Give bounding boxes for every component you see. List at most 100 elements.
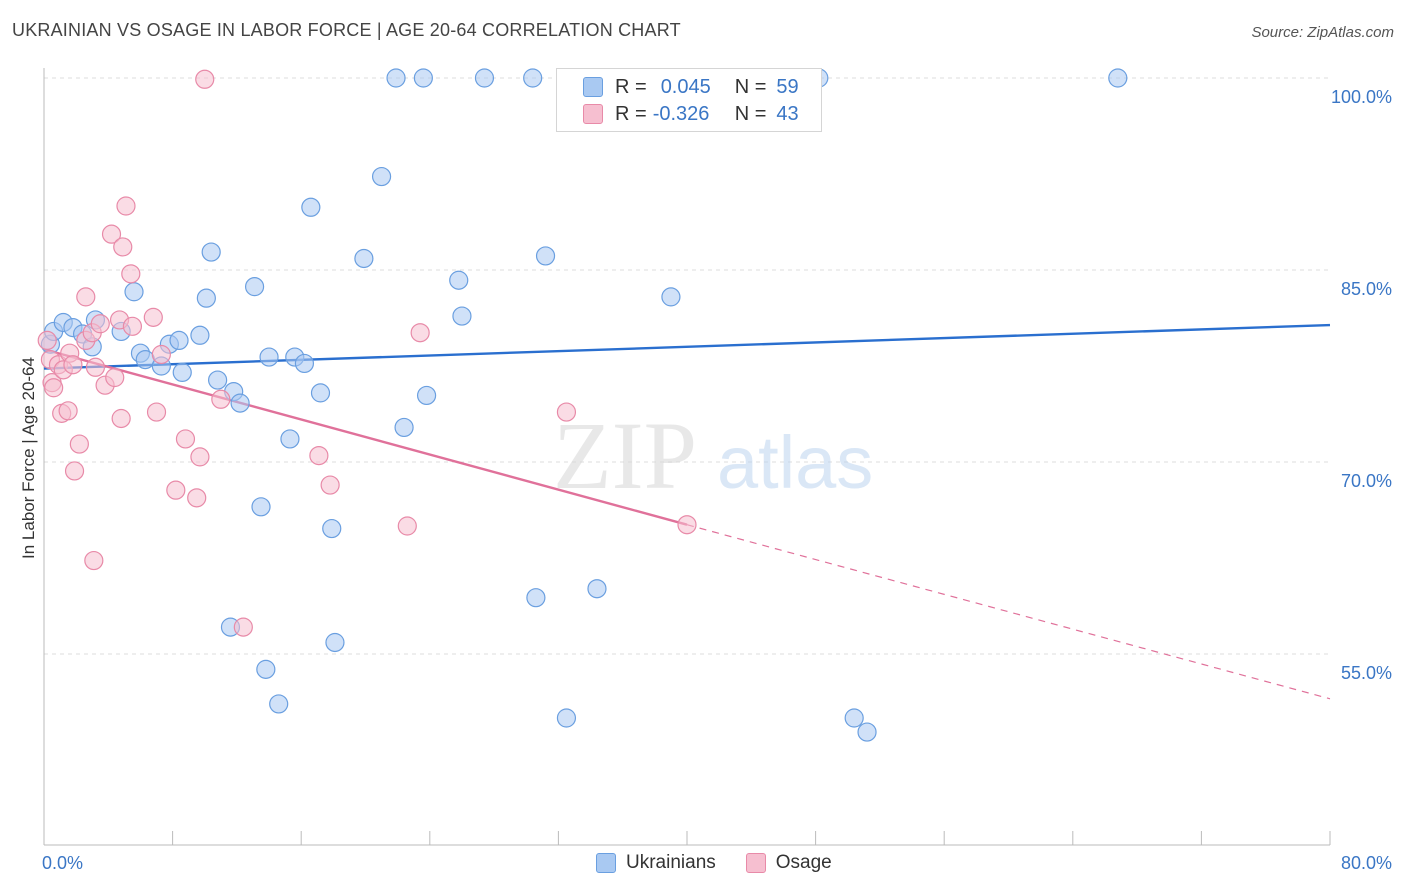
point-ukrainians: [449, 270, 469, 290]
point-ukrainians: [413, 68, 433, 88]
point-osage: [677, 515, 697, 535]
point-osage: [63, 355, 83, 375]
watermark: ZIP atlas: [553, 402, 873, 509]
legend-swatch-osage: [583, 104, 603, 124]
grid-layer: [44, 77, 1330, 655]
series-swatch-ukrainians: [596, 853, 616, 873]
point-ukrainians: [230, 393, 250, 413]
series-legend-osage[interactable]: Osage: [745, 852, 832, 874]
point-ukrainians: [294, 353, 315, 374]
point-ukrainians: [251, 497, 271, 517]
watermark-atlas: atlas: [717, 421, 873, 504]
legend-row-osage: R = -0.326 N = 43: [583, 101, 799, 127]
point-ukrainians: [301, 197, 321, 217]
y-tick-label: 85.0%: [1341, 279, 1392, 299]
point-ukrainians: [244, 277, 265, 297]
point-osage: [320, 475, 340, 495]
point-ukrainians: [526, 588, 546, 608]
point-ukrainians: [310, 383, 331, 403]
point-osage: [397, 516, 417, 536]
point-osage: [37, 330, 57, 350]
legend-r-label: R =: [615, 102, 647, 125]
legend-r-value: 0.045: [660, 75, 711, 98]
point-osage: [309, 446, 329, 466]
point-ukrainians: [452, 306, 472, 326]
point-osage: [44, 378, 64, 398]
point-ukrainians: [857, 722, 877, 742]
point-osage: [90, 314, 110, 334]
point-osage: [211, 389, 231, 409]
point-ukrainians: [172, 362, 192, 382]
point-ukrainians: [322, 518, 342, 539]
point-ukrainians: [371, 166, 392, 187]
point-ukrainians: [325, 632, 345, 653]
point-osage: [187, 488, 207, 508]
stats-legend: R = 0.045 N = 59 R = -0.326 N = 43: [556, 68, 822, 132]
point-osage: [105, 367, 125, 388]
point-ukrainians: [587, 579, 607, 599]
point-osage: [85, 357, 106, 377]
point-osage: [122, 316, 143, 336]
point-osage: [166, 480, 186, 500]
point-ukrainians: [416, 385, 437, 406]
point-ukrainians: [394, 417, 414, 438]
point-ukrainians: [256, 659, 276, 679]
legend-swatch-ukrainians: [583, 77, 603, 97]
point-ukrainians: [259, 347, 279, 367]
trend-line-osage: [43, 348, 688, 526]
point-osage: [410, 323, 430, 343]
legend-n-value: 43: [776, 102, 799, 125]
series-legend-ukrainians[interactable]: Ukrainians: [596, 852, 716, 874]
point-osage: [556, 402, 577, 422]
point-ukrainians: [135, 350, 155, 370]
trend-line-osage-extension: [686, 524, 1331, 700]
point-osage: [64, 461, 85, 481]
point-ukrainians: [280, 429, 300, 449]
point-ukrainians: [386, 68, 406, 88]
point-osage: [116, 196, 136, 216]
axes-layer: [43, 68, 1331, 846]
x-tick-label: 80.0%: [1341, 853, 1392, 873]
point-osage: [69, 434, 89, 454]
point-osage: [175, 429, 196, 449]
series-label-osage: Osage: [775, 852, 832, 873]
point-osage: [111, 408, 131, 429]
trend-layer: [43, 323, 1331, 700]
point-ukrainians: [474, 68, 495, 88]
point-osage: [76, 287, 96, 307]
point-ukrainians: [208, 370, 228, 390]
point-ukrainians: [844, 708, 864, 728]
x-tick-label: 0.0%: [42, 853, 83, 873]
point-osage: [151, 344, 171, 365]
point-ukrainians: [196, 288, 216, 308]
legend-n-label: N =: [734, 102, 767, 125]
point-ukrainians: [523, 68, 543, 88]
y-axis-label: In Labor Force | Age 20-64: [19, 357, 38, 559]
point-ukrainians: [661, 287, 681, 307]
point-ukrainians: [190, 325, 210, 345]
y-tick-label: 55.0%: [1341, 663, 1392, 683]
point-ukrainians: [535, 246, 556, 266]
point-osage: [101, 224, 122, 244]
point-osage: [84, 550, 104, 571]
legend-row-ukrainians: R = 0.045 N = 59: [583, 74, 799, 100]
series-swatch-osage: [745, 853, 766, 873]
watermark-zip: ZIP: [553, 402, 697, 509]
point-osage: [58, 401, 78, 421]
legend-r-value: -0.326: [652, 102, 710, 125]
point-ukrainians: [169, 330, 189, 350]
labels-layer: 55.0% 70.0% 85.0% 100.0% 0.0% 80.0%: [42, 87, 1392, 873]
point-osage: [113, 237, 133, 257]
y-tick-label: 100.0%: [1331, 87, 1392, 107]
point-ukrainians: [124, 282, 144, 302]
point-ukrainians: [1108, 68, 1128, 88]
trend-line-ukrainians: [43, 323, 1331, 370]
legend-r-label: R =: [615, 75, 647, 98]
point-osage: [190, 447, 210, 467]
chart-title: UKRAINIAN VS OSAGE IN LABOR FORCE | AGE …: [12, 20, 681, 40]
point-ukrainians: [201, 242, 221, 262]
point-osage: [143, 307, 163, 327]
series-legend: Ukrainians Osage: [596, 852, 862, 874]
point-ukrainians: [269, 694, 289, 714]
